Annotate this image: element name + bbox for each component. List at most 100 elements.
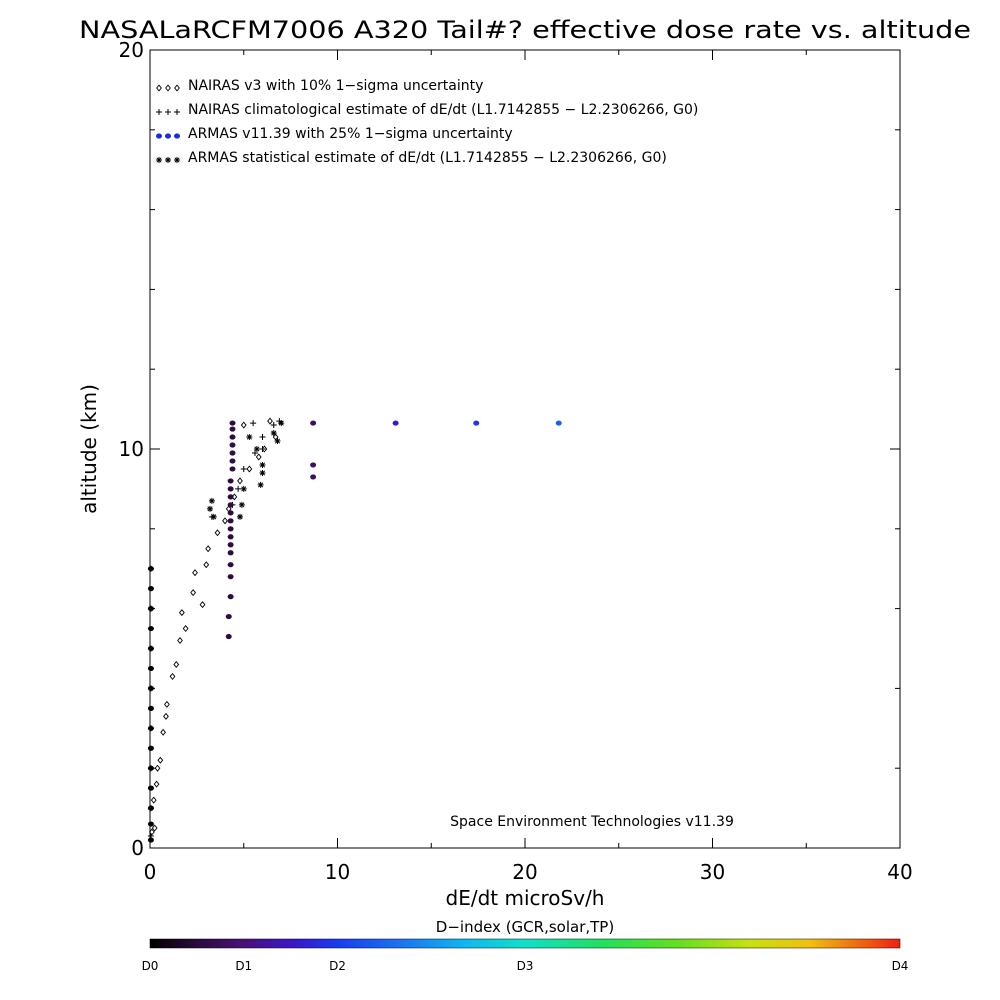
legend-symbol (156, 157, 162, 163)
colorbar-label: D0 (142, 959, 159, 973)
data-point (177, 637, 183, 645)
legend-symbol (156, 109, 162, 115)
x-tick-label: 20 (512, 860, 537, 884)
legend-label: ARMAS v11.39 with 25% 1−sigma uncertaint… (188, 126, 513, 142)
legend-symbol (165, 109, 171, 115)
data-point (148, 828, 155, 836)
data-point (250, 420, 257, 427)
data-point (555, 420, 562, 426)
legend: NAIRAS v3 with 10% 1−sigma uncertainty NA… (156, 78, 698, 166)
data-point (235, 485, 242, 492)
axis-ticks: 0 10 20 30 40 0 10 20 (119, 38, 913, 884)
data-point (182, 625, 189, 633)
data-point (229, 466, 236, 472)
data-point (207, 505, 213, 512)
data-point (229, 450, 236, 456)
data-point (147, 566, 154, 572)
data-point (246, 434, 253, 441)
data-point (227, 486, 234, 492)
data-point (225, 633, 232, 640)
data-point (259, 461, 266, 468)
data-point (229, 426, 236, 432)
x-tick-label: 10 (325, 860, 350, 884)
data-point (153, 780, 160, 788)
data-point (473, 420, 480, 426)
legend-symbol (156, 133, 162, 139)
data-point (227, 594, 234, 600)
series-4 (207, 420, 285, 520)
legend-symbol (156, 84, 162, 92)
data-point (214, 529, 221, 537)
data-point (147, 785, 154, 791)
data-point (199, 601, 206, 609)
data-point (278, 420, 285, 427)
data-point (225, 613, 232, 620)
y-tick-label: 20 (119, 38, 144, 62)
data-point (147, 586, 154, 592)
y-tick-label: 10 (119, 437, 144, 461)
data-point (240, 421, 247, 429)
data-point (229, 458, 236, 464)
data-point (227, 574, 234, 580)
x-axis-label: dE/dt microSv/h (446, 886, 605, 910)
data-point (392, 420, 399, 426)
data-point (267, 417, 273, 425)
data-point (229, 434, 236, 440)
data-point (190, 589, 197, 597)
data-point (227, 502, 234, 508)
legend-entry-4: ARMAS statistical estimate of dE/dt (L1.… (156, 150, 667, 166)
colorbar-label: D4 (892, 959, 909, 973)
data-point (255, 453, 262, 461)
data-point (222, 517, 228, 525)
data-point (147, 645, 154, 652)
data-point (259, 434, 266, 441)
data-point (147, 837, 154, 843)
credit-text: Space Environment Technologies v11.39 (450, 814, 734, 830)
data-point (173, 660, 180, 668)
colorbar-label: D1 (235, 959, 252, 973)
legend-symbol (174, 109, 180, 115)
data-point (227, 562, 234, 568)
data-point (240, 485, 247, 492)
data-point (147, 745, 154, 751)
data-point (157, 756, 164, 764)
data-point (253, 446, 260, 452)
data-point (147, 705, 154, 711)
data-marks (147, 417, 562, 843)
legend-label: NAIRAS v3 with 10% 1−sigma uncertainty (188, 78, 483, 94)
x-tick-label: 0 (144, 860, 157, 884)
data-point (210, 513, 217, 520)
legend-label: NAIRAS climatological estimate of dE/dt … (188, 102, 698, 118)
data-point (270, 430, 277, 437)
data-point (227, 518, 234, 524)
data-point (208, 497, 215, 504)
data-point (163, 712, 169, 720)
legend-symbol (165, 133, 171, 139)
data-point (227, 494, 234, 500)
data-point (227, 478, 234, 484)
legend-label: ARMAS statistical estimate of dE/dt (L1.… (188, 150, 667, 166)
data-point (147, 765, 154, 771)
legend-symbol (174, 157, 180, 163)
data-point (205, 545, 212, 553)
data-point (192, 569, 198, 577)
legend-entry-3: ARMAS v11.39 with 25% 1−sigma uncertaint… (156, 126, 513, 142)
x-tick-label: 30 (700, 860, 725, 884)
data-point (147, 685, 154, 692)
y-axis-label: altitude (km) (77, 384, 101, 514)
data-point (274, 438, 281, 445)
data-point (240, 465, 247, 472)
data-point (310, 474, 317, 480)
data-point (237, 477, 243, 485)
data-point (154, 764, 161, 772)
colorbar-label: D3 (517, 959, 534, 973)
series-2 (147, 418, 283, 840)
data-point (169, 672, 176, 680)
data-point (150, 796, 157, 804)
data-point (151, 824, 158, 832)
colorbar (149, 938, 901, 949)
data-point (238, 501, 245, 508)
data-point (178, 609, 185, 617)
series-3 (147, 420, 562, 843)
